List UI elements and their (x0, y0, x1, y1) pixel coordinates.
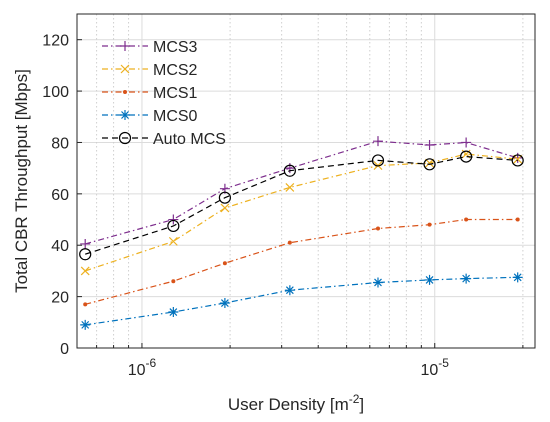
asterisk-marker (461, 273, 472, 284)
dot-marker (427, 222, 432, 227)
dot-marker (375, 226, 380, 231)
x-marker (168, 236, 178, 246)
series-line (85, 276, 518, 326)
dot-marker (123, 90, 127, 94)
x-axis-label-base: User Density [m (228, 395, 349, 414)
dot-marker (515, 217, 520, 222)
series-auto-mcs (79, 150, 524, 261)
y-tick-label: 120 (42, 33, 69, 50)
y-tick-label: 0 (60, 341, 69, 358)
plus-marker (80, 238, 91, 249)
circle-marker (118, 131, 132, 145)
series-mcs1 (83, 217, 520, 307)
x-marker (80, 266, 90, 276)
dot-marker (222, 261, 227, 266)
dot-marker (171, 279, 176, 284)
asterisk-marker (284, 285, 295, 296)
x-axis-label: User Density [m-2] (228, 392, 364, 414)
legend-label: MCS0 (153, 108, 198, 125)
asterisk-marker (219, 298, 230, 309)
y-tick-label: 20 (51, 290, 69, 307)
x-tick-label: 10-6 (128, 356, 157, 379)
series-line (85, 153, 518, 272)
dot-marker (83, 302, 88, 307)
x-axis-label-sup: -2 (349, 392, 360, 406)
circle-marker (218, 191, 232, 204)
plus-marker (461, 137, 472, 148)
series-mcs0 (80, 272, 523, 330)
asterisk-marker (120, 110, 130, 120)
circle-marker (79, 248, 92, 261)
legend-label: MCS2 (153, 62, 198, 79)
y-tick-label: 80 (51, 135, 69, 152)
legend-item: MCS2 (102, 62, 198, 79)
series-line (85, 218, 518, 305)
legend-label: Auto MCS (153, 131, 226, 148)
grid (76, 14, 535, 349)
asterisk-marker (372, 277, 383, 288)
x-marker (220, 203, 230, 213)
x-marker (285, 182, 295, 192)
plus-marker (372, 136, 383, 147)
y-tick-label: 60 (51, 187, 69, 204)
circle-marker (167, 219, 180, 233)
series-group (79, 136, 524, 330)
legend-item: MCS1 (102, 85, 198, 102)
legend-label: MCS3 (153, 39, 198, 56)
x-axis-label-close: ] (359, 395, 364, 414)
series-line (85, 155, 518, 255)
asterisk-marker (512, 272, 523, 283)
circle-marker (423, 158, 436, 171)
y-axis-label: Total CBR Throughput [Mbps] (12, 69, 31, 293)
dot-marker (287, 240, 292, 245)
circle-marker (460, 150, 473, 163)
y-tick-label: 40 (51, 238, 69, 255)
y-tick-label: 100 (42, 84, 69, 101)
plus-marker (424, 140, 435, 151)
circle-marker (371, 154, 385, 167)
x-marker (513, 154, 523, 164)
plus-marker (168, 214, 179, 225)
asterisk-marker (80, 319, 91, 330)
legend-label: MCS1 (153, 85, 198, 102)
dot-marker (464, 217, 469, 222)
circle-marker (283, 164, 296, 177)
circle-marker (511, 154, 524, 167)
asterisk-marker (424, 274, 435, 285)
legend-item: Auto MCS (102, 131, 226, 148)
legend-item: MCS3 (102, 39, 198, 56)
series-line (85, 140, 518, 245)
series-mcs3 (80, 136, 523, 249)
ticks: 0 20 40 60 80 100 120 10-6 10-5 (42, 33, 524, 379)
plus-marker (120, 41, 130, 51)
legend-item: MCS0 (102, 108, 198, 125)
axes-box (76, 13, 536, 349)
x-tick-label: 10-5 (421, 356, 450, 379)
asterisk-marker (168, 307, 179, 318)
x-marker (120, 64, 130, 74)
x-marker (425, 158, 434, 168)
legend: MCS3 MCS2 MCS1 MCS0 Auto MCS (102, 39, 226, 148)
